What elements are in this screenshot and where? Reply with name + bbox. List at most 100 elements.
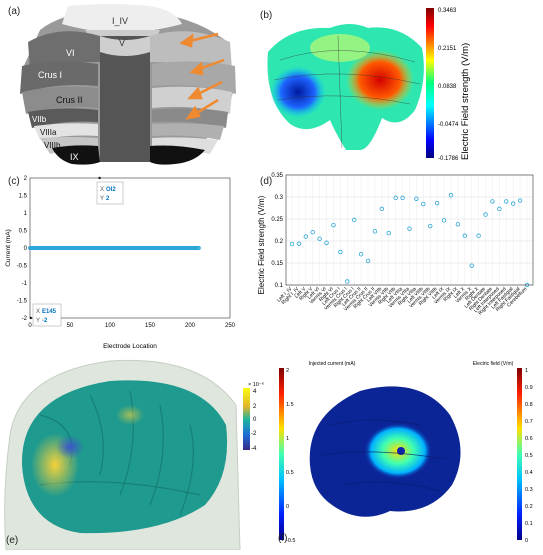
y-tick-label: 0.2 <box>275 239 284 245</box>
data-point <box>428 223 433 229</box>
cb2-tick: 0.3 <box>525 487 533 493</box>
label-I-IV: I_IV <box>112 16 128 26</box>
data-point <box>483 212 488 217</box>
panel-e: × 10⁻⁶ 4 2 0 -2 -4 (e) <box>0 355 270 551</box>
y-tick-label: -2 <box>22 316 28 322</box>
data-point <box>372 229 378 234</box>
cb2-tick: 0.1 <box>525 521 533 527</box>
data-point <box>352 217 357 223</box>
region-IX-left <box>52 145 100 165</box>
region-crus-II-right <box>152 86 232 114</box>
data-point <box>345 279 350 284</box>
x-tick-label: 100 <box>105 323 116 329</box>
region-VI-right <box>150 31 232 70</box>
brain-field-render: Injected current (mA) 2 1.5 1 0.5 0 -0.5 Elec… <box>279 361 533 544</box>
region-IX-right <box>150 145 205 165</box>
panel-a-label: (a) <box>8 6 21 17</box>
data-point <box>310 230 315 235</box>
y-tick-label: 0.3 <box>275 195 284 201</box>
colorbar-tick: 2 <box>253 404 257 410</box>
region-VI-left <box>28 31 100 70</box>
datatip-y-label: Y <box>36 318 40 324</box>
data-point <box>455 222 461 227</box>
region-I-IV <box>62 4 182 34</box>
head-cortex-render: × 10⁻⁶ 4 2 0 -2 -4 <box>4 359 264 551</box>
cb2-tick: 1 <box>525 368 528 374</box>
panel-e-label: (e) <box>6 535 19 546</box>
data-point <box>296 241 302 246</box>
datatip-bottom: X E145 Y -2 <box>32 303 62 327</box>
colorbar-tick: 4 <box>253 389 257 395</box>
cb1-tick: -0.5 <box>286 538 295 544</box>
orange-arrows <box>179 32 225 120</box>
cb1-tick: 1.5 <box>286 402 294 408</box>
data-point <box>504 199 509 204</box>
data-point <box>448 193 454 198</box>
cb1-title: Injected current (mA) <box>309 361 356 367</box>
data-point <box>196 246 201 250</box>
data-point <box>497 206 502 212</box>
cerebellum-field-map: 0.3463 0.2151 0.0838 -0.0474 -0.1786 Ele… <box>267 8 471 162</box>
data-point <box>510 201 516 206</box>
cb2-tick: 0 <box>525 538 528 544</box>
label-crus-II: Crus II <box>56 95 83 105</box>
field-colorbar <box>426 8 434 158</box>
label-V: V <box>119 38 125 48</box>
data-point <box>421 201 426 207</box>
y-tick-label: -1.5 <box>17 299 28 305</box>
data-point <box>358 251 364 257</box>
data-point <box>414 196 419 201</box>
datatip-x-label: X <box>100 187 104 193</box>
datatip-x-value: OI2 <box>106 187 116 193</box>
panel-d-label: (d) <box>260 176 273 187</box>
cerebellum-atlas-diagram: I_IV V VI Crus I Crus II VIIb VIIIa VIII… <box>20 4 236 165</box>
datatip-y-value: 2 <box>106 196 110 202</box>
label-crus-I: Crus I <box>38 70 62 80</box>
region-VIIIa-left <box>34 123 98 140</box>
y-tick-label: 0.1 <box>275 283 284 289</box>
data-point <box>462 233 467 238</box>
cb2-tick: 0.4 <box>525 470 533 476</box>
data-point <box>338 249 343 255</box>
region-VIIb-left <box>28 108 98 128</box>
x-tick-label: 200 <box>185 323 196 329</box>
y-tick-label: 2 <box>24 176 28 182</box>
data-point <box>434 200 440 206</box>
panel-f: Injected current (mA) 2 1.5 1 0.5 0 -0.5 Elec… <box>270 355 543 550</box>
label-VIIIb: VIIIb <box>44 141 61 150</box>
data-point <box>393 195 398 201</box>
colorbar-tick: 0.2151 <box>438 46 457 52</box>
y-tick-label: 1.5 <box>19 194 28 200</box>
x-tick-label: 250 <box>225 323 236 329</box>
y-tick-label: 0.5 <box>19 229 28 235</box>
panel-a: (a) I_IV V VI Crus I Crus II VIIb VIIIa … <box>0 0 250 170</box>
data-point <box>517 198 523 203</box>
colorbar-tick: 0.0838 <box>438 84 457 90</box>
data-point <box>386 230 391 236</box>
datatip-y-value: -2 <box>42 318 48 324</box>
current-colorbar <box>243 388 250 450</box>
datatip-x-value: E145 <box>42 309 57 315</box>
label-VIIIa: VIIIa <box>40 128 57 137</box>
vermis <box>100 36 150 162</box>
colorbar-title: Electric Field strength (V/m) <box>460 43 471 160</box>
panel-d: (d) Electric Field strength (V/m) 0.35 0.… <box>250 170 543 355</box>
y-tick-label: 0 <box>24 246 28 252</box>
cb2-tick: 0.7 <box>525 419 533 425</box>
datatip-marker <box>98 176 101 180</box>
data-point <box>476 233 481 238</box>
region-crus-II-left <box>22 86 98 114</box>
x-tick-label: 0 <box>28 323 32 329</box>
panel-f-label: (f) <box>278 533 288 544</box>
colorbar-tick: -4 <box>251 446 257 452</box>
x-tick-label: 50 <box>67 323 74 329</box>
colorbar-tick: 0 <box>253 417 257 423</box>
cb2-tick: 0.2 <box>525 504 533 510</box>
current-scatter-chart: Electrode Location Current (mA) 2 1.5 1 0.5… <box>5 176 236 350</box>
colorbar-tick: -0.0474 <box>438 122 459 128</box>
data-point <box>331 222 336 228</box>
field-colorbar <box>517 368 522 540</box>
y-tick-label: 0.25 <box>271 217 283 223</box>
cb1-tick: 2 <box>286 368 289 374</box>
panel-c-label: (c) <box>8 176 20 187</box>
